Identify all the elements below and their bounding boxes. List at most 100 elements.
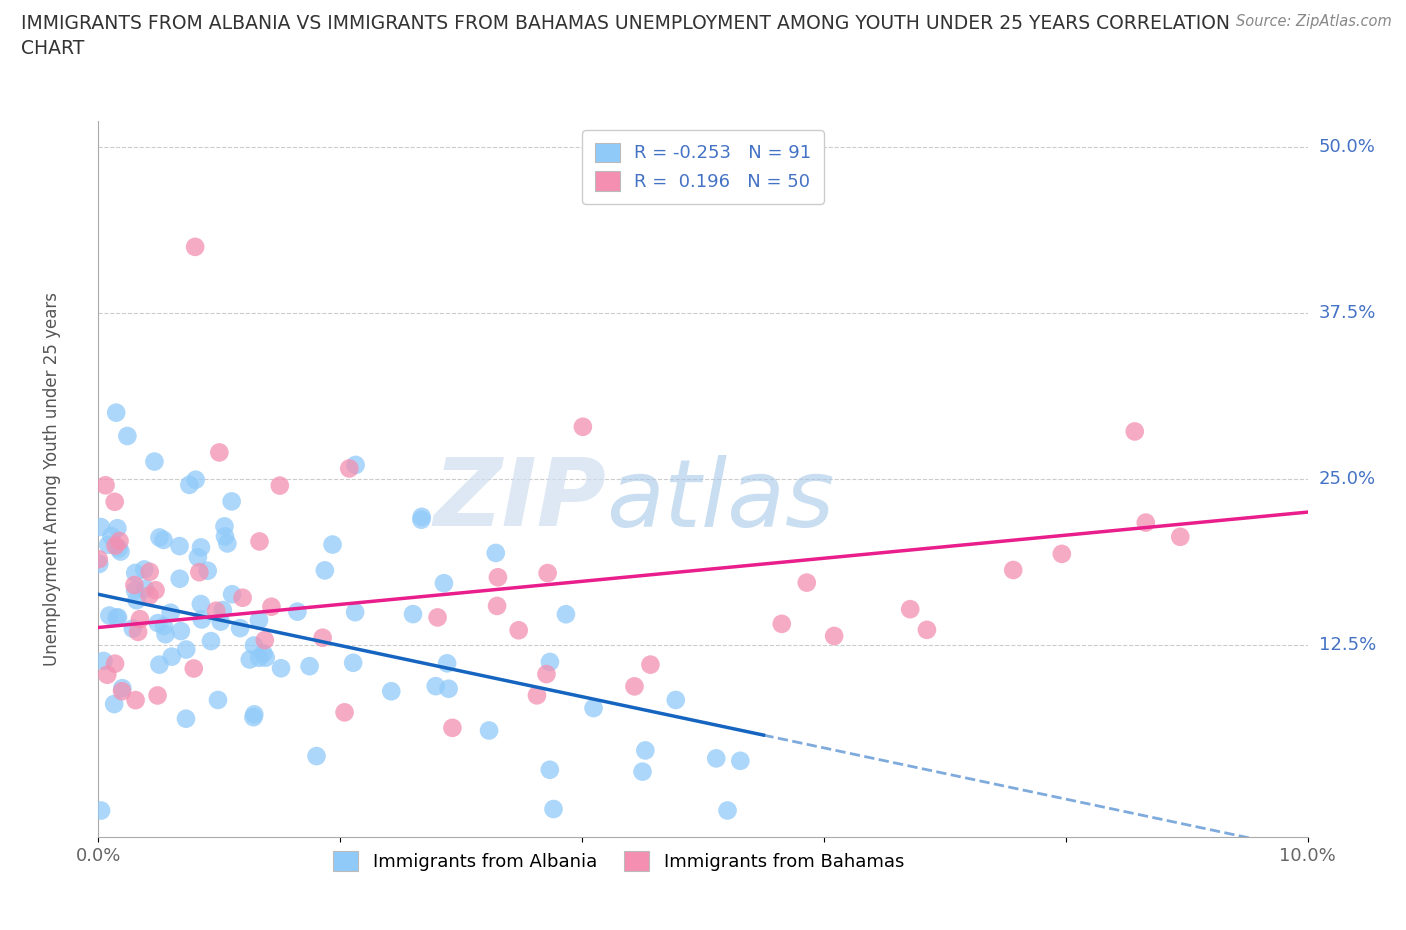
Immigrants from Albania xyxy=(160,649,183,664)
Immigrants from Bahamas xyxy=(508,623,530,638)
Immigrants from Bahamas xyxy=(208,445,231,459)
Immigrants from Albania xyxy=(190,612,212,627)
Immigrants from Albania xyxy=(117,429,139,444)
Immigrants from Bahamas xyxy=(1123,424,1146,439)
Text: 37.5%: 37.5% xyxy=(1319,304,1376,322)
Text: ZIP: ZIP xyxy=(433,455,606,547)
Immigrants from Bahamas xyxy=(104,538,127,553)
Immigrants from Bahamas xyxy=(253,632,276,647)
Immigrants from Albania xyxy=(143,454,166,469)
Immigrants from Albania xyxy=(100,528,122,543)
Immigrants from Albania xyxy=(665,693,688,708)
Immigrants from Bahamas xyxy=(108,534,131,549)
Immigrants from Albania xyxy=(305,749,328,764)
Immigrants from Albania xyxy=(322,538,344,552)
Immigrants from Albania xyxy=(90,520,112,535)
Immigrants from Albania xyxy=(704,751,727,765)
Immigrants from Albania xyxy=(124,565,146,580)
Immigrants from Albania xyxy=(169,571,191,586)
Immigrants from Albania xyxy=(270,661,292,676)
Immigrants from Albania xyxy=(411,510,433,525)
Immigrants from Albania xyxy=(485,546,508,561)
Immigrants from Bahamas xyxy=(138,588,160,603)
Immigrants from Bahamas xyxy=(623,679,645,694)
Immigrants from Bahamas xyxy=(183,661,205,676)
Immigrants from Albania xyxy=(110,544,132,559)
Immigrants from Bahamas xyxy=(1135,515,1157,530)
Text: Unemployment Among Youth under 25 years: Unemployment Among Youth under 25 years xyxy=(44,292,62,666)
Immigrants from Albania xyxy=(103,697,125,711)
Immigrants from Albania xyxy=(174,642,197,657)
Immigrants from Bahamas xyxy=(94,478,117,493)
Immigrants from Albania xyxy=(153,618,176,633)
Immigrants from Albania xyxy=(125,592,148,607)
Immigrants from Albania xyxy=(170,624,193,639)
Immigrants from Albania xyxy=(211,603,233,618)
Immigrants from Albania xyxy=(179,477,201,492)
Text: Source: ZipAtlas.com: Source: ZipAtlas.com xyxy=(1236,14,1392,29)
Immigrants from Albania xyxy=(214,529,236,544)
Immigrants from Albania xyxy=(155,627,177,642)
Immigrants from Bahamas xyxy=(146,688,169,703)
Text: 25.0%: 25.0% xyxy=(1319,470,1376,488)
Immigrants from Bahamas xyxy=(104,495,127,510)
Immigrants from Albania xyxy=(174,711,197,726)
Immigrants from Albania xyxy=(111,681,134,696)
Immigrants from Bahamas xyxy=(1002,563,1025,578)
Immigrants from Albania xyxy=(730,753,752,768)
Immigrants from Albania xyxy=(187,550,209,565)
Immigrants from Bahamas xyxy=(1168,529,1191,544)
Immigrants from Albania xyxy=(190,597,212,612)
Immigrants from Albania xyxy=(402,606,425,621)
Immigrants from Albania xyxy=(148,658,170,672)
Immigrants from Albania xyxy=(239,652,262,667)
Immigrants from Albania xyxy=(229,620,252,635)
Immigrants from Albania xyxy=(98,608,121,623)
Immigrants from Bahamas xyxy=(184,239,207,254)
Immigrants from Albania xyxy=(105,610,128,625)
Immigrants from Bahamas xyxy=(104,657,127,671)
Immigrants from Albania xyxy=(582,700,605,715)
Immigrants from Albania xyxy=(254,650,277,665)
Immigrants from Bahamas xyxy=(311,631,333,645)
Immigrants from Albania xyxy=(631,764,654,779)
Immigrants from Albania xyxy=(207,693,229,708)
Immigrants from Albania xyxy=(107,610,129,625)
Immigrants from Albania xyxy=(555,606,578,621)
Immigrants from Albania xyxy=(159,605,181,620)
Legend: Immigrants from Albania, Immigrants from Bahamas: Immigrants from Albania, Immigrants from… xyxy=(326,844,911,878)
Immigrants from Albania xyxy=(134,562,156,577)
Immigrants from Bahamas xyxy=(441,721,464,736)
Immigrants from Albania xyxy=(425,679,447,694)
Immigrants from Bahamas xyxy=(915,622,938,637)
Immigrants from Bahamas xyxy=(770,617,793,631)
Immigrants from Albania xyxy=(148,530,170,545)
Immigrants from Albania xyxy=(105,405,128,420)
Immigrants from Albania xyxy=(184,472,207,487)
Immigrants from Bahamas xyxy=(526,688,548,703)
Immigrants from Bahamas xyxy=(796,575,818,590)
Immigrants from Albania xyxy=(342,656,364,671)
Immigrants from Albania xyxy=(287,604,309,619)
Immigrants from Albania xyxy=(436,656,458,671)
Immigrants from Albania xyxy=(197,564,219,578)
Immigrants from Albania xyxy=(437,682,460,697)
Immigrants from Albania xyxy=(214,519,236,534)
Immigrants from Albania xyxy=(243,707,266,722)
Immigrants from Bahamas xyxy=(87,551,110,566)
Immigrants from Bahamas xyxy=(536,667,558,682)
Immigrants from Bahamas xyxy=(640,658,662,672)
Immigrants from Albania xyxy=(105,521,128,536)
Immigrants from Bahamas xyxy=(1050,547,1073,562)
Immigrants from Bahamas xyxy=(823,629,845,644)
Immigrants from Bahamas xyxy=(426,610,449,625)
Text: atlas: atlas xyxy=(606,455,835,546)
Immigrants from Albania xyxy=(344,604,367,619)
Immigrants from Bahamas xyxy=(269,478,291,493)
Immigrants from Albania xyxy=(314,563,336,578)
Immigrants from Bahamas xyxy=(124,693,146,708)
Immigrants from Albania xyxy=(93,654,115,669)
Immigrants from Bahamas xyxy=(127,624,149,639)
Immigrants from Bahamas xyxy=(205,604,228,618)
Immigrants from Albania xyxy=(124,583,146,598)
